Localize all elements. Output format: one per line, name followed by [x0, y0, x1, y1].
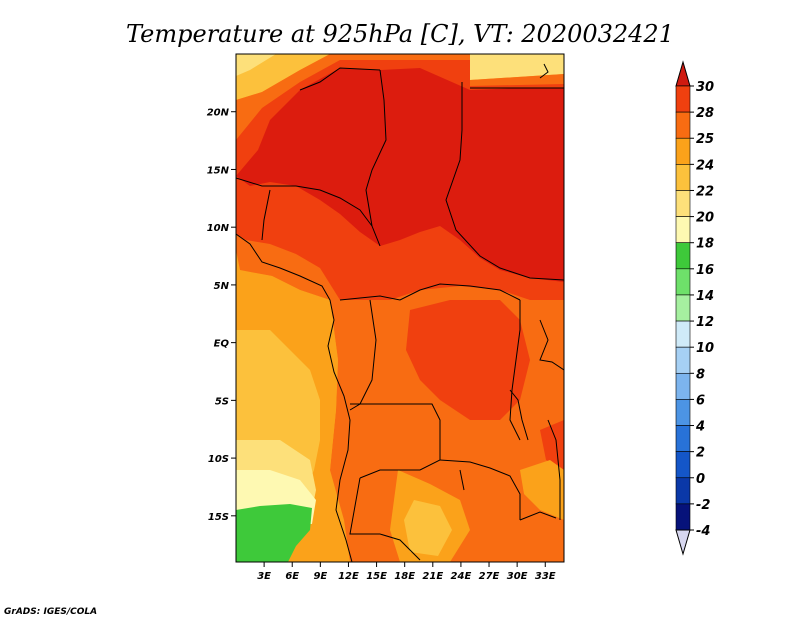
colorbar-swatch — [675, 294, 691, 322]
colorbar-swatch — [675, 216, 691, 244]
field-north-20-east — [470, 54, 564, 80]
colorbar-swatch — [675, 477, 691, 505]
colorbar-swatch — [675, 190, 691, 217]
coastline-west — [236, 233, 353, 562]
lat-tick-label: 10S — [208, 454, 229, 465]
colorbar-tick-label: 24 — [696, 158, 714, 173]
colorbar-tick-label: 22 — [696, 184, 714, 199]
colorbar-swatch — [675, 111, 691, 139]
colorbar-bottom-arrow — [675, 529, 691, 556]
lon-tick-label: 12E — [338, 571, 359, 582]
border-zimbabwe — [519, 511, 557, 521]
colorbar-swatch — [675, 85, 691, 113]
colorbar-tick-label: 4 — [695, 420, 705, 435]
field-south-22 — [404, 500, 452, 556]
border-niger-south — [236, 177, 373, 227]
field-gabon-24 — [306, 300, 334, 344]
border-benin — [261, 189, 271, 241]
field-west-16 — [236, 504, 312, 562]
colorbar-tick-label: 28 — [696, 106, 714, 121]
field-30 — [236, 68, 564, 282]
border-congo — [349, 299, 377, 411]
lon-tick-label: 33E — [535, 571, 556, 582]
latitude-axis: 20N 15N 10N 5N EQ 5S 10S 15S — [207, 108, 236, 523]
border-chad-sudan — [445, 82, 564, 281]
colorbar-tick-label: 12 — [696, 315, 714, 330]
lon-tick-label: 24E — [451, 571, 472, 582]
lon-tick-label: 18E — [394, 571, 415, 582]
border-car-south — [339, 283, 521, 301]
lat-tick-label: 10N — [207, 223, 230, 234]
border-uganda-kenya — [539, 319, 564, 371]
colorbar-swatch — [675, 503, 691, 531]
colorbar-swatch — [675, 320, 691, 348]
colorbar-tick-label: 20 — [696, 211, 714, 226]
field-north-20 — [236, 54, 276, 76]
colorbar-tick-label: -2 — [696, 498, 710, 513]
border-namibia — [349, 477, 421, 561]
field-north-22 — [236, 54, 330, 100]
colorbar-tick-label: 14 — [696, 289, 714, 304]
coastline-nile-delta — [539, 63, 549, 79]
lat-tick-label: 20N — [207, 108, 230, 119]
grads-credit: GrADS: IGES/COLA — [4, 607, 97, 617]
colorbar-swatch — [675, 451, 691, 479]
lon-tick-label: 3E — [257, 571, 271, 582]
temperature-field — [236, 54, 564, 562]
colorbar-tick-label: 10 — [696, 341, 714, 356]
lat-tick-label: 15S — [208, 512, 229, 523]
border-zambia — [439, 459, 521, 520]
map-frame — [235, 53, 565, 563]
colorbar-swatch — [675, 137, 691, 165]
border-angola — [350, 403, 441, 479]
colorbar-swatch — [675, 268, 691, 296]
lat-tick-label: 15N — [207, 165, 230, 176]
border-mozambique — [547, 419, 561, 520]
lat-tick-label: EQ — [214, 339, 230, 350]
lon-tick-label: 21E — [422, 571, 443, 582]
lake-mweru — [459, 469, 465, 491]
lat-tick-label: 5N — [214, 281, 230, 292]
colorbar-tick-label: 2 — [696, 446, 705, 461]
colorbar-swatch — [675, 346, 691, 374]
colorbar-swatch — [675, 164, 691, 191]
field-28-congo — [406, 300, 530, 420]
map-title: Temperature at 925hPa [C], VT: 202003242… — [126, 20, 674, 48]
lon-tick-label: 30E — [507, 571, 528, 582]
colorbar-tick-label: 8 — [696, 367, 705, 382]
colorbar-tick-label: -4 — [696, 524, 710, 539]
lon-tick-label: 6E — [285, 571, 299, 582]
colorbar-swatch — [675, 242, 691, 270]
borders-layer — [236, 63, 564, 562]
lon-tick-label: 27E — [479, 571, 500, 582]
border-lakes — [509, 300, 521, 441]
lake-tanganyika — [509, 389, 529, 441]
colorbar-swatch — [675, 399, 691, 426]
colorbar-swatch — [675, 425, 691, 452]
colorbar-tick-label: 18 — [696, 237, 714, 252]
colorbar-tick-label: 30 — [696, 80, 714, 95]
colorbar-tick-label: 25 — [696, 132, 714, 147]
colorbar-tick-label: 0 — [696, 472, 705, 487]
lon-tick-label: 15E — [366, 571, 387, 582]
colorbar-swatch — [675, 372, 691, 400]
colorbar-tick-label: 16 — [696, 263, 714, 278]
field-southeast-24 — [520, 460, 564, 520]
colorbar-top-arrow — [675, 60, 691, 87]
longitude-axis: 3E 6E 9E 12E 15E 18E 21E 24E 27E 30E 33E — [257, 562, 556, 582]
lat-tick-label: 5S — [215, 396, 229, 407]
lon-tick-label: 9E — [313, 571, 327, 582]
colorbar-tick-label: 6 — [696, 393, 705, 408]
border-libya — [299, 67, 381, 91]
